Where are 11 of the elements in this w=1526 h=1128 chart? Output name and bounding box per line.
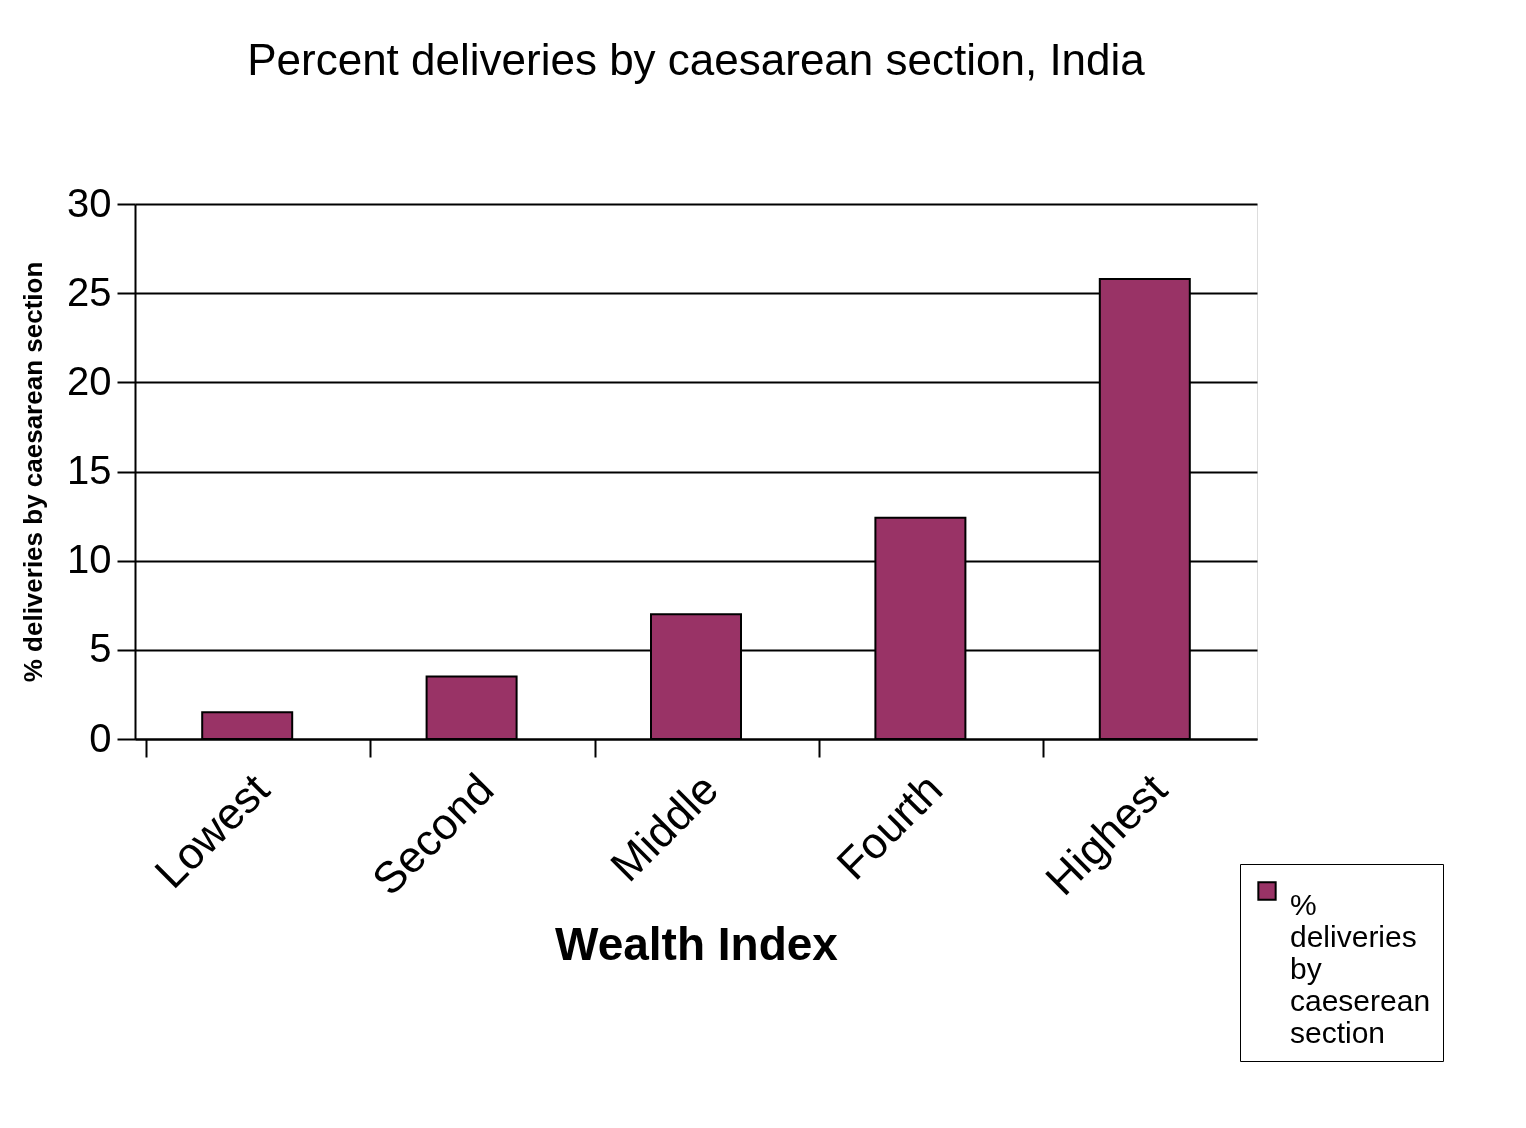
y-tick-label: 5 (89, 626, 112, 671)
y-tick-label: 25 (67, 269, 112, 314)
y-tick-label: 20 (67, 358, 112, 403)
y-tick-label: 0 (89, 715, 112, 760)
y-tick-label: 30 (67, 180, 112, 225)
y-axis-title: % deliveries by caesarean section (18, 261, 49, 683)
y-tick-label: 10 (67, 537, 112, 582)
x-axis-title: Wealth Index (555, 918, 839, 971)
chart-title: Percent deliveries by caesarean section, India (247, 35, 1146, 84)
legend-label: % deliveries by caeserean section (1290, 888, 1431, 1049)
y-tick-label: 15 (67, 448, 112, 492)
